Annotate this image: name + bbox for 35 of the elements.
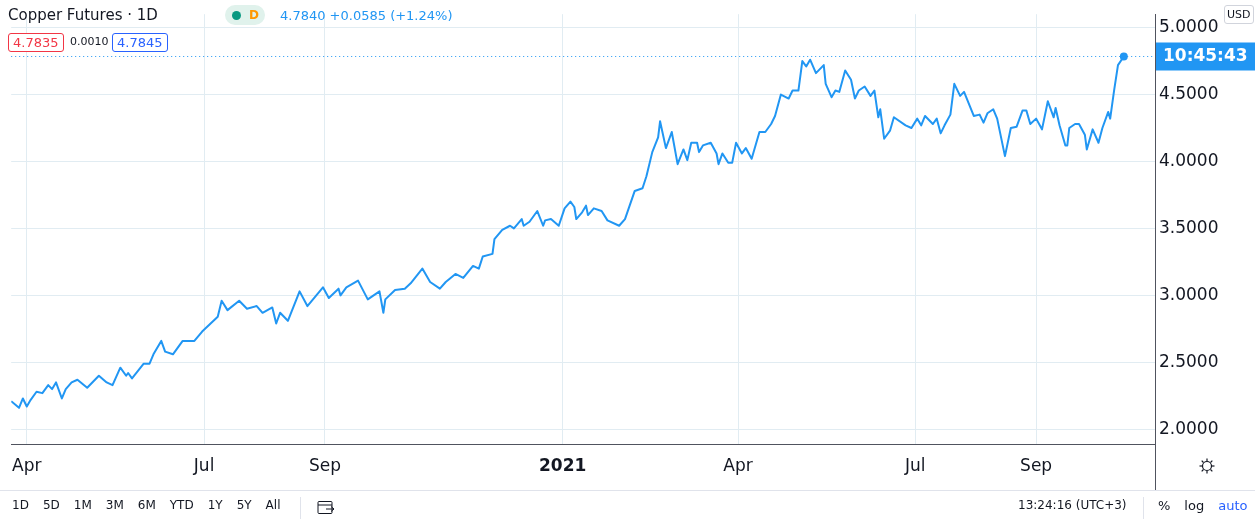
text: auto [1218, 498, 1248, 513]
y-tick-label: 4.0000 [1159, 149, 1219, 170]
annotation: 4.7840 +0.0585 (+1.24%) [280, 8, 453, 23]
text: 5D [42, 498, 60, 512]
text: 6M [137, 498, 156, 512]
x-tick-label: Jul [904, 454, 926, 475]
x-tick-label: Apr [723, 454, 753, 475]
text: % [1158, 498, 1171, 513]
annotation: D [249, 8, 259, 22]
text: 10:45:43 [1163, 44, 1248, 65]
annotation: 4.7835 [8, 33, 64, 52]
text: YTD [169, 498, 194, 512]
text: 1Y [207, 498, 223, 512]
y-tick-label: 2.5000 [1159, 350, 1219, 371]
y-tick-label: 2.0000 [1159, 417, 1219, 438]
text: 3M [105, 498, 124, 512]
y-tick-label: 3.0000 [1159, 283, 1219, 304]
text: 5Y [236, 498, 252, 512]
text: All [265, 498, 281, 512]
x-tick-label: Jul [192, 454, 215, 475]
text: 1D [12, 498, 29, 512]
x-tick-label: Sep [1020, 454, 1053, 475]
text: 13:24:16 (UTC+3) [1018, 498, 1127, 512]
y-tick-label: 5.0000 [1159, 16, 1219, 37]
x-tick-label: 2021 [538, 454, 587, 475]
text: 1M [73, 498, 92, 512]
annotation: 0.0010 [70, 35, 109, 48]
text: USD [1224, 5, 1254, 24]
y-tick-label: 3.5000 [1159, 216, 1219, 237]
y-tick-label: 4.5000 [1159, 82, 1219, 103]
x-tick-label: Sep [308, 454, 341, 475]
text: log [1184, 498, 1205, 513]
annotation: 4.7845 [112, 33, 168, 52]
x-tick-label: Apr [12, 454, 42, 475]
chart-title: Copper Futures · 1D [8, 6, 158, 24]
